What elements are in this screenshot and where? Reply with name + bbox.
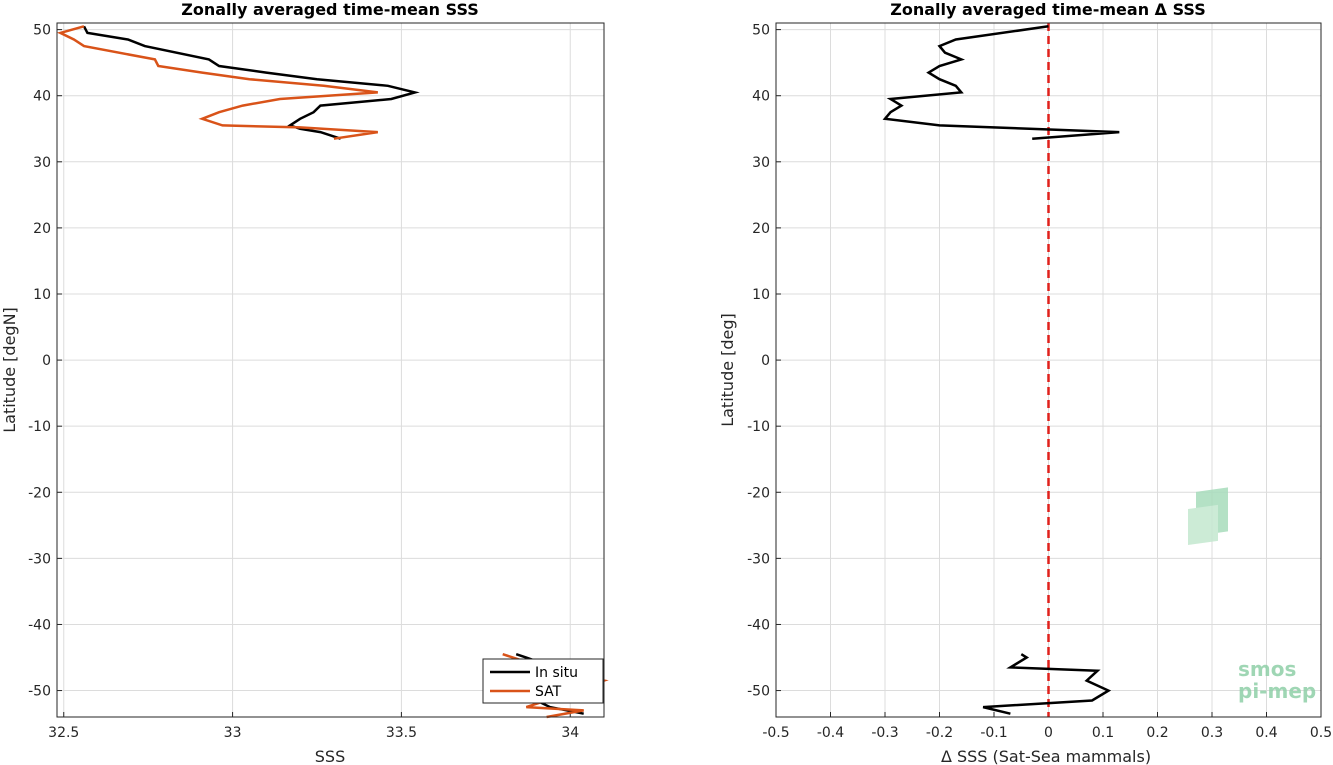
legend-box <box>482 658 604 704</box>
right-ytick-label: 10 <box>752 287 770 303</box>
right-axes-box <box>775 22 1322 718</box>
right-xtick-label: -0.3 <box>871 725 898 741</box>
left-ytick-label: -20 <box>28 485 51 501</box>
right-delta-series-line <box>882 25 1120 140</box>
right-ytick-label: 20 <box>752 221 770 237</box>
legend-label-sat: SAT <box>535 684 562 700</box>
right-xtick-label: 0.3 <box>1201 725 1223 741</box>
left-grid <box>57 23 604 717</box>
smos-pi-mep-logo: smos pi-mep <box>1188 487 1316 703</box>
right-ylabel: Latitude [deg] <box>718 313 737 427</box>
logo-text-smos: smos <box>1238 657 1296 681</box>
left-ytick-label: 30 <box>33 155 51 171</box>
left-ylabel: Latitude [degN] <box>0 307 19 433</box>
right-ytick-label: 30 <box>752 155 770 171</box>
left-ytick-label: 50 <box>33 23 51 39</box>
left-ytick-label: 20 <box>33 221 51 237</box>
right-xtick-label: 0.4 <box>1255 725 1277 741</box>
left-sat-series-line <box>56 25 378 140</box>
left-ytick-label: 10 <box>33 287 51 303</box>
left-ticks: 32.5 33 33.5 34 50 40 30 20 10 0 -10 -20 -30 -40 -50 <box>28 23 579 741</box>
right-xtick-label: 0.5 <box>1310 725 1332 741</box>
right-xtick-label: 0 <box>1044 725 1053 741</box>
right-ytick-label: -30 <box>747 551 770 567</box>
right-ytick-label: 40 <box>752 89 770 105</box>
logo-wave-2 <box>1188 504 1218 546</box>
right-panel: -0.5 -0.4 -0.3 -0.2 -0.1 0 0.1 0.2 0.3 0.4 0.5 50 40… <box>718 0 1332 765</box>
right-ytick-label: -50 <box>747 684 770 700</box>
left-xtick-label: 34 <box>561 725 579 741</box>
left-ytick-label: -10 <box>28 419 51 435</box>
left-xtick-label: 33 <box>224 725 242 741</box>
left-ytick-label: -40 <box>28 617 51 633</box>
right-ytick-label: 50 <box>752 23 770 39</box>
left-ytick-label: -50 <box>28 684 51 700</box>
right-ytick-label: 0 <box>761 353 770 369</box>
right-ytick-label: -40 <box>747 617 770 633</box>
left-xlabel: SSS <box>315 747 345 765</box>
right-title: Zonally averaged time-mean Δ SSS <box>890 0 1206 19</box>
left-xtick-label: 32.5 <box>48 725 79 741</box>
left-ytick-label: -30 <box>28 551 51 567</box>
right-ytick-label: -20 <box>747 485 770 501</box>
left-title: Zonally averaged time-mean SSS <box>181 0 479 19</box>
left-panel: 32.5 33 33.5 34 50 40 30 20 10 0 -10 -20 -30 -40 -50 Z… <box>0 0 609 765</box>
right-xtick-label: -0.5 <box>762 725 789 741</box>
left-ytick-label: 40 <box>33 89 51 105</box>
right-ytick-label: -10 <box>747 419 770 435</box>
right-series <box>882 23 1120 717</box>
right-xtick-label: 0.1 <box>1092 725 1114 741</box>
right-xlabel: Δ SSS (Sat-Sea mammals) <box>941 747 1151 765</box>
left-axes-box <box>56 22 605 718</box>
right-xtick-label: 0.2 <box>1146 725 1168 741</box>
left-in-situ-series-line <box>82 25 420 140</box>
right-xtick-label: -0.2 <box>926 725 953 741</box>
left-xtick-label: 33.5 <box>386 725 417 741</box>
right-xtick-label: -0.1 <box>980 725 1007 741</box>
logo-text-pi-mep: pi-mep <box>1238 679 1316 703</box>
legend-label-in-situ: In situ <box>535 665 578 681</box>
right-ticks: -0.5 -0.4 -0.3 -0.2 -0.1 0 0.1 0.2 0.3 0.4 0.5 50 40… <box>747 23 1332 741</box>
left-ytick-label: 0 <box>42 353 51 369</box>
legend: In situ SAT <box>482 658 604 704</box>
right-xtick-label: -0.4 <box>817 725 844 741</box>
right-delta-series-line <box>982 653 1112 715</box>
left-series <box>56 25 609 719</box>
